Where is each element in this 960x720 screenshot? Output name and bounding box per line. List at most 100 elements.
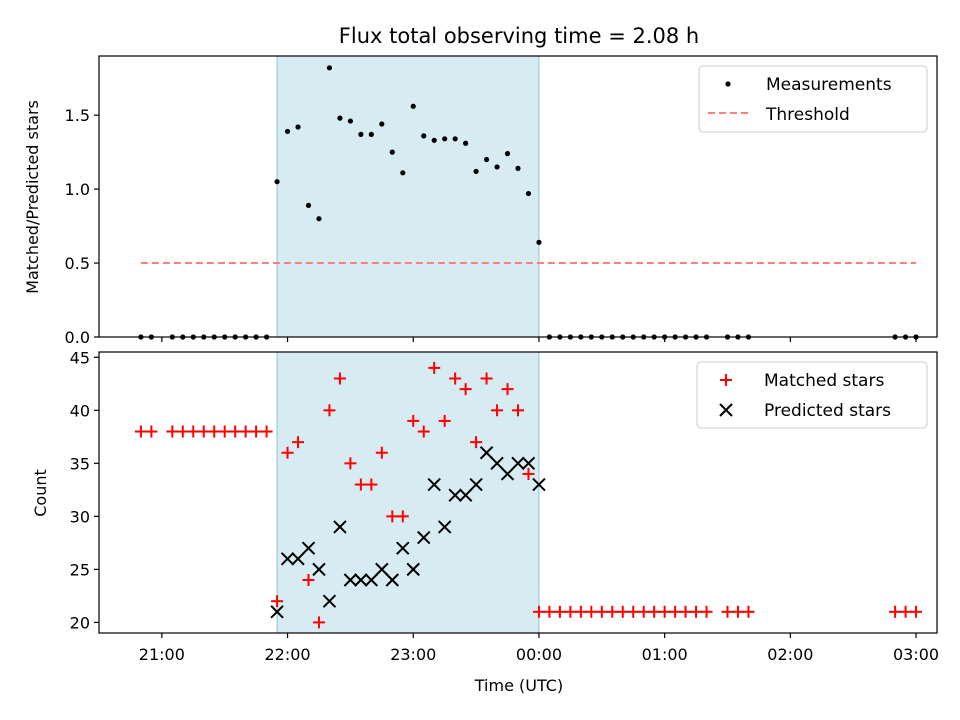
matched-stars-point-4	[187, 425, 200, 438]
bottom-shaded-interval	[276, 352, 540, 633]
matched-stars-point-12	[271, 595, 284, 608]
matched-stars-point-11	[260, 425, 273, 438]
matched-stars-point-23	[386, 510, 399, 523]
top-ytick-label-1: 0.5	[65, 254, 90, 273]
matched-stars-point-55	[731, 605, 744, 618]
matched-stars-point-22	[375, 446, 388, 459]
top-ytick-label-2: 1.0	[65, 180, 90, 199]
measurements-point-22	[379, 121, 385, 127]
matched-stars-point-42	[585, 605, 598, 618]
matched-stars-point-3	[176, 425, 189, 438]
measurements-point-26	[421, 133, 427, 139]
measurements-point-17	[326, 65, 333, 71]
measurements-point-28	[442, 136, 448, 142]
x-axis-label: Time (UTC)	[474, 676, 563, 695]
measurements-point-29	[452, 136, 458, 142]
matched-stars-point-8	[229, 425, 242, 438]
matched-stars-point-37	[532, 605, 545, 618]
bottom-ytick-label-2: 30	[70, 507, 90, 526]
top-shaded-interval	[276, 56, 540, 337]
predicted-stars-point-7	[343, 573, 358, 587]
matched-stars-point-36	[522, 467, 535, 480]
legend-matched-marker	[720, 374, 732, 386]
predicted-stars-point-15	[427, 477, 441, 492]
measurements-point-18	[337, 115, 343, 121]
measurements-point-36	[525, 190, 532, 197]
matched-stars-point-45	[616, 605, 629, 618]
matched-stars-point-13	[281, 446, 294, 459]
legend-measurements-label: Measurements	[766, 75, 892, 95]
legend-threshold-label: Threshold	[765, 105, 850, 125]
measurements-point-27	[431, 137, 437, 143]
top-ytick-label-3: 1.5	[65, 106, 90, 125]
measurements-point-24	[400, 170, 406, 176]
bottom-ytick-label-4: 40	[70, 401, 90, 420]
predicted-stars-point-10	[375, 562, 389, 577]
measurements-point-15	[305, 202, 312, 208]
matched-stars-point-58	[899, 605, 912, 618]
matched-stars-point-49	[658, 605, 671, 618]
top-panel: 0.0 0.5 1.0 1.5 Flux total observing time =…	[23, 24, 938, 347]
predicted-stars-point-14	[417, 530, 431, 545]
matched-stars-point-48	[648, 605, 661, 618]
top-ytick-label-0: 0.0	[65, 328, 90, 347]
matched-stars-point-0	[134, 425, 147, 438]
predicted-stars-point-12	[396, 541, 410, 555]
predicted-stars-point-11	[385, 573, 400, 587]
top-axes-frame	[98, 55, 938, 338]
matched-stars-point-14	[292, 436, 305, 449]
matched-stars-point-28	[438, 414, 451, 427]
matched-stars-point-6	[208, 425, 221, 438]
matched-stars-point-44	[606, 605, 619, 618]
top-legend: Measurements Threshold	[698, 65, 928, 133]
matched-stars-point-19	[344, 457, 357, 470]
measurements-point-13	[284, 128, 291, 135]
measurements-point-30	[463, 140, 469, 146]
matched-stars-point-52	[690, 605, 703, 618]
matched-stars-point-21	[365, 478, 378, 491]
predicted-stars-point-13	[406, 562, 420, 577]
predicted-stars-point-18	[458, 488, 473, 502]
bottom-shade-rect	[277, 352, 539, 633]
measurements-point-23	[389, 149, 395, 155]
predicted-stars-point-8	[354, 573, 368, 587]
matched-stars-point-31	[470, 436, 483, 449]
chart-title: Flux total observing time = 2.08 h	[339, 24, 699, 48]
bottom-ytick-label-0: 20	[70, 613, 90, 632]
matched-stars-point-47	[637, 605, 650, 618]
matched-stars-point-25	[407, 414, 420, 427]
predicted-stars-point-24	[521, 456, 536, 471]
matched-stars-point-17	[323, 404, 336, 417]
matched-stars-point-53	[700, 605, 713, 618]
predicted-stars-point-16	[437, 520, 452, 534]
matched-stars-point-33	[491, 404, 504, 417]
bottom-panel: 20 25 30 35 40 45 21:00 22:00 23:00 00:00 01:00 02:…	[31, 348, 939, 695]
predicted-stars-point-22	[500, 467, 515, 481]
matched-stars-point-34	[501, 383, 514, 396]
matched-stars-point-35	[512, 404, 524, 417]
measurements-point-37	[536, 239, 542, 245]
measurements-point-16	[316, 216, 322, 222]
matched-stars-point-43	[595, 605, 608, 618]
matched-stars-point-39	[553, 605, 566, 618]
xtick-label-5: 02:00	[767, 645, 813, 664]
matched-stars-point-51	[679, 605, 692, 618]
bottom-count-markers	[134, 361, 923, 629]
xtick-label-3: 00:00	[516, 645, 562, 664]
matched-stars-point-2	[166, 425, 179, 438]
matched-stars-point-56	[742, 605, 755, 618]
xtick-label-0: 21:00	[139, 645, 185, 664]
predicted-stars-point-23	[511, 456, 525, 471]
bottom-y-axis-label: Count	[31, 469, 50, 517]
matched-stars-point-32	[480, 372, 493, 385]
xtick-label-1: 22:00	[264, 645, 310, 664]
matched-stars-point-50	[669, 605, 682, 618]
measurements-point-35	[515, 165, 521, 171]
matched-stars-point-46	[627, 605, 640, 618]
measurements-point-20	[358, 131, 364, 137]
measurements-point-25	[410, 103, 416, 109]
predicted-stars-point-3	[301, 541, 316, 555]
matched-stars-point-27	[428, 361, 441, 374]
bottom-axes-frame	[98, 351, 938, 634]
